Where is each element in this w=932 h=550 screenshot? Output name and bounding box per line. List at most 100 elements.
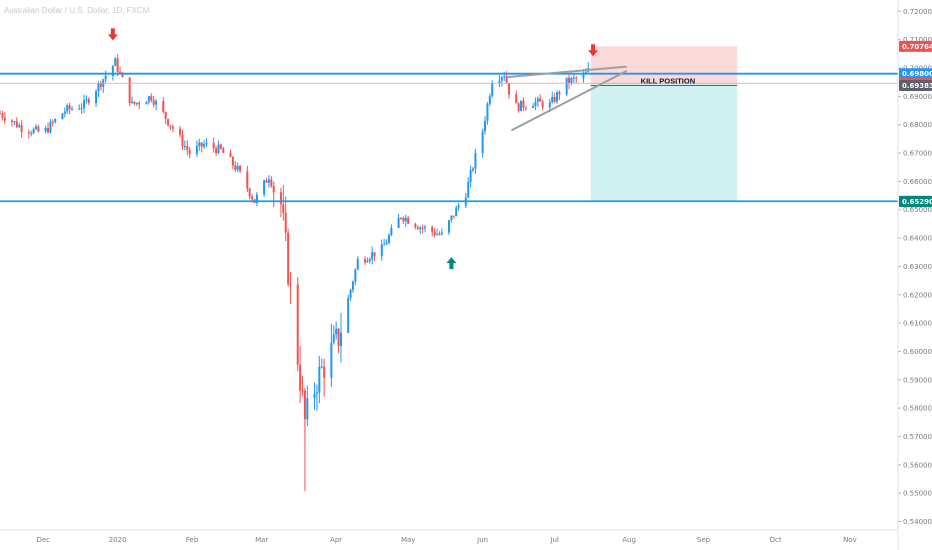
price-tag-label: 0.70764 (902, 43, 932, 51)
wedge-trendline (506, 65, 627, 79)
candle (37, 124, 40, 133)
candle (128, 77, 131, 107)
candle (522, 97, 525, 112)
candle (565, 77, 568, 97)
y-tick-label: 0.60000 (903, 348, 932, 356)
candle (85, 95, 88, 104)
candle (399, 217, 402, 220)
candle (431, 225, 434, 237)
candle (284, 196, 287, 242)
candle-body (380, 244, 383, 257)
candle-body (263, 180, 266, 195)
candle (416, 225, 419, 230)
candle-body (121, 72, 124, 78)
y-tick-label: 0.65000 (903, 206, 932, 214)
candle-body (383, 244, 386, 246)
candle-body (335, 328, 338, 335)
candle-body (503, 76, 506, 78)
candle-body (467, 181, 470, 198)
candle-body (217, 144, 220, 154)
drawing-lines: KILL POSITION (0, 28, 898, 270)
candle (234, 161, 237, 172)
candle (246, 165, 249, 193)
candle (188, 146, 191, 159)
price-tag-bg (899, 68, 932, 80)
candle (452, 215, 455, 219)
candle-body (347, 297, 350, 333)
candle-body (222, 148, 225, 153)
candle-body (387, 235, 390, 243)
y-tick-label: 0.58000 (903, 405, 932, 413)
y-tick-label: 0.69000 (903, 93, 932, 101)
x-tick-label: Apr (330, 536, 342, 544)
candle (51, 119, 54, 127)
candle (78, 104, 81, 110)
candle (414, 222, 417, 230)
x-tick-label: Aug (622, 536, 636, 544)
candle-body (517, 103, 520, 112)
candle (215, 146, 218, 156)
candles (0, 54, 590, 492)
candle-body (200, 142, 203, 147)
price-tag: 0.65290 (899, 196, 932, 208)
candle-body (270, 179, 273, 187)
candle-body (368, 259, 371, 262)
candle (80, 103, 83, 115)
candle-body (440, 232, 443, 235)
candle-body (219, 144, 222, 149)
candle (162, 97, 165, 114)
y-tick-label: 0.61000 (903, 320, 932, 328)
candle (435, 228, 438, 236)
candle (541, 99, 544, 111)
candle (339, 312, 342, 363)
candle-body (287, 232, 290, 285)
candle-body (457, 205, 460, 208)
candle-body (306, 398, 309, 420)
candle (323, 358, 326, 397)
candle-body (431, 226, 434, 232)
candle (68, 102, 71, 115)
candle-body (572, 77, 575, 79)
candle-body (450, 215, 453, 221)
candle (248, 187, 251, 200)
candle (87, 97, 90, 106)
candle-body (83, 100, 86, 108)
candle (404, 214, 407, 227)
candle-body (515, 94, 518, 104)
candle (183, 140, 186, 151)
price-tag-bg (899, 80, 932, 92)
x-tick-label: Mar (255, 536, 268, 544)
candle-body (95, 91, 98, 104)
candle (18, 122, 21, 129)
candle (517, 102, 520, 113)
candle-body (0, 113, 1, 115)
candle-body (484, 120, 487, 132)
candle-body (438, 233, 441, 235)
candle-body (541, 101, 544, 108)
candle (318, 356, 321, 404)
kill-position-label: KILL POSITION (641, 77, 695, 86)
candle (186, 140, 189, 156)
candle-body (318, 366, 321, 393)
candle (99, 80, 102, 91)
candle (133, 101, 136, 106)
candle (481, 128, 484, 158)
candle-body (145, 102, 148, 105)
candle-body (448, 220, 450, 233)
y-tick-label: 0.66000 (903, 178, 932, 186)
candle-body (421, 227, 424, 229)
candle-body (354, 269, 357, 282)
candle (61, 113, 64, 120)
candle (455, 205, 458, 217)
candle (279, 187, 282, 218)
candle-body (164, 111, 167, 120)
candle (472, 166, 475, 173)
price-tag-bg (899, 196, 932, 208)
arrow-down-icon (107, 28, 118, 41)
candle-body (582, 74, 585, 79)
candle (320, 358, 323, 369)
candle (500, 75, 503, 87)
candle (423, 224, 426, 233)
candle-body (99, 82, 102, 87)
